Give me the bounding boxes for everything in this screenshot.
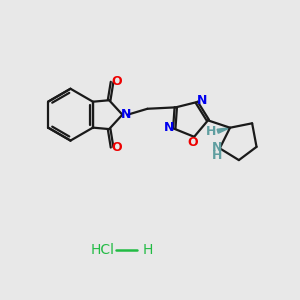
Text: N: N [121, 108, 131, 121]
Text: HCl: HCl [91, 243, 115, 257]
Text: N: N [196, 94, 207, 107]
Text: H: H [212, 149, 223, 162]
Text: N: N [212, 141, 223, 154]
Text: O: O [111, 141, 122, 154]
Text: N: N [164, 121, 175, 134]
Text: H: H [142, 243, 153, 257]
Text: O: O [188, 136, 198, 148]
Polygon shape [217, 128, 230, 133]
Text: H: H [206, 125, 216, 138]
Text: O: O [111, 75, 122, 88]
